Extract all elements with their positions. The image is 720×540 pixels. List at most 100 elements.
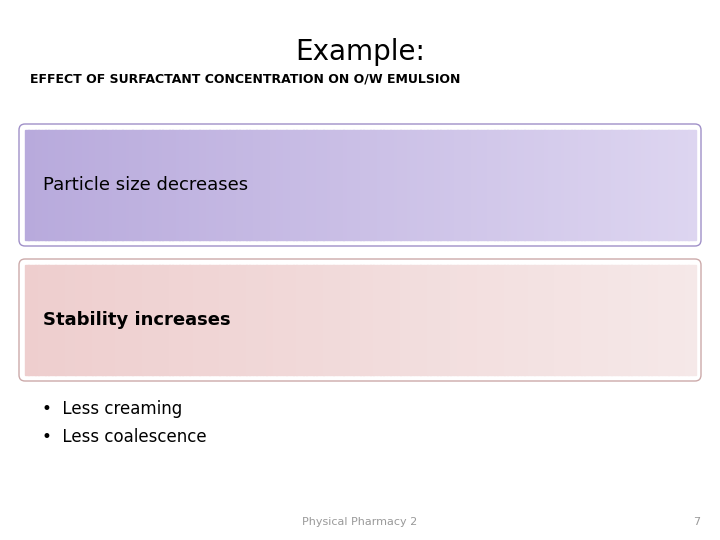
Bar xyxy=(287,130,290,240)
Bar xyxy=(230,130,233,240)
Bar xyxy=(682,130,685,240)
Bar xyxy=(420,130,424,240)
Bar xyxy=(397,130,401,240)
Bar xyxy=(457,130,461,240)
Bar xyxy=(192,265,197,375)
Bar xyxy=(125,130,130,240)
Bar xyxy=(370,130,374,240)
Bar xyxy=(508,130,511,240)
Bar xyxy=(256,265,260,375)
Bar xyxy=(222,130,227,240)
Bar xyxy=(236,130,240,240)
Bar xyxy=(518,265,521,375)
Bar xyxy=(236,265,240,375)
Bar xyxy=(300,265,304,375)
Bar xyxy=(433,265,438,375)
Bar xyxy=(149,130,153,240)
Bar xyxy=(588,265,592,375)
Bar xyxy=(521,265,525,375)
Bar xyxy=(99,130,102,240)
Bar xyxy=(528,130,531,240)
Bar xyxy=(58,130,63,240)
Bar xyxy=(662,265,665,375)
Bar xyxy=(186,265,189,375)
Bar xyxy=(58,265,63,375)
Bar xyxy=(380,265,384,375)
Bar xyxy=(132,265,136,375)
Bar xyxy=(548,130,552,240)
Bar xyxy=(551,265,555,375)
Bar xyxy=(55,265,59,375)
Bar xyxy=(534,130,538,240)
Bar xyxy=(451,130,454,240)
Bar xyxy=(156,265,160,375)
Bar xyxy=(28,130,32,240)
Bar xyxy=(477,130,481,240)
Bar xyxy=(394,130,397,240)
Bar xyxy=(293,130,297,240)
Bar xyxy=(220,130,223,240)
Bar xyxy=(370,265,374,375)
Bar xyxy=(366,130,371,240)
Bar xyxy=(611,130,615,240)
Bar xyxy=(668,130,672,240)
Bar xyxy=(377,265,381,375)
Bar xyxy=(105,265,109,375)
Bar xyxy=(303,130,307,240)
Bar xyxy=(283,130,287,240)
Bar xyxy=(577,130,582,240)
Bar xyxy=(427,130,431,240)
Bar xyxy=(514,265,518,375)
Bar xyxy=(457,265,461,375)
Bar xyxy=(343,130,347,240)
Bar xyxy=(125,265,130,375)
Bar xyxy=(143,130,146,240)
Bar xyxy=(648,265,652,375)
Bar xyxy=(333,265,337,375)
Bar xyxy=(461,130,464,240)
Bar xyxy=(313,130,317,240)
Bar xyxy=(92,130,96,240)
Bar xyxy=(467,130,471,240)
Bar xyxy=(317,130,320,240)
Bar xyxy=(172,130,176,240)
Bar xyxy=(638,265,642,375)
Bar xyxy=(72,130,76,240)
Bar xyxy=(500,130,505,240)
Bar xyxy=(336,130,341,240)
Bar xyxy=(153,130,156,240)
Bar xyxy=(601,130,605,240)
Bar xyxy=(220,265,223,375)
Bar xyxy=(149,265,153,375)
Bar xyxy=(403,130,408,240)
Bar xyxy=(625,130,629,240)
Bar xyxy=(474,130,478,240)
Bar xyxy=(210,130,213,240)
Bar xyxy=(638,130,642,240)
Bar xyxy=(276,265,280,375)
Bar xyxy=(588,130,592,240)
Bar xyxy=(464,265,468,375)
Bar xyxy=(654,130,659,240)
Bar xyxy=(665,265,669,375)
Bar xyxy=(32,130,35,240)
Bar xyxy=(605,130,608,240)
Text: EFFECT OF SURFACTANT CONCENTRATION ON O/W EMULSION: EFFECT OF SURFACTANT CONCENTRATION ON O/… xyxy=(30,72,460,85)
Bar xyxy=(642,130,645,240)
Bar xyxy=(510,130,515,240)
Bar xyxy=(216,265,220,375)
Bar xyxy=(350,130,354,240)
Bar xyxy=(635,265,639,375)
Bar xyxy=(330,265,333,375)
Bar xyxy=(230,265,233,375)
Bar xyxy=(239,265,243,375)
Bar xyxy=(575,265,578,375)
Bar xyxy=(595,265,598,375)
Bar xyxy=(68,130,73,240)
Bar xyxy=(145,130,150,240)
Bar xyxy=(269,265,274,375)
Bar xyxy=(210,265,213,375)
Bar xyxy=(112,130,116,240)
Bar xyxy=(508,265,511,375)
Bar xyxy=(263,265,266,375)
